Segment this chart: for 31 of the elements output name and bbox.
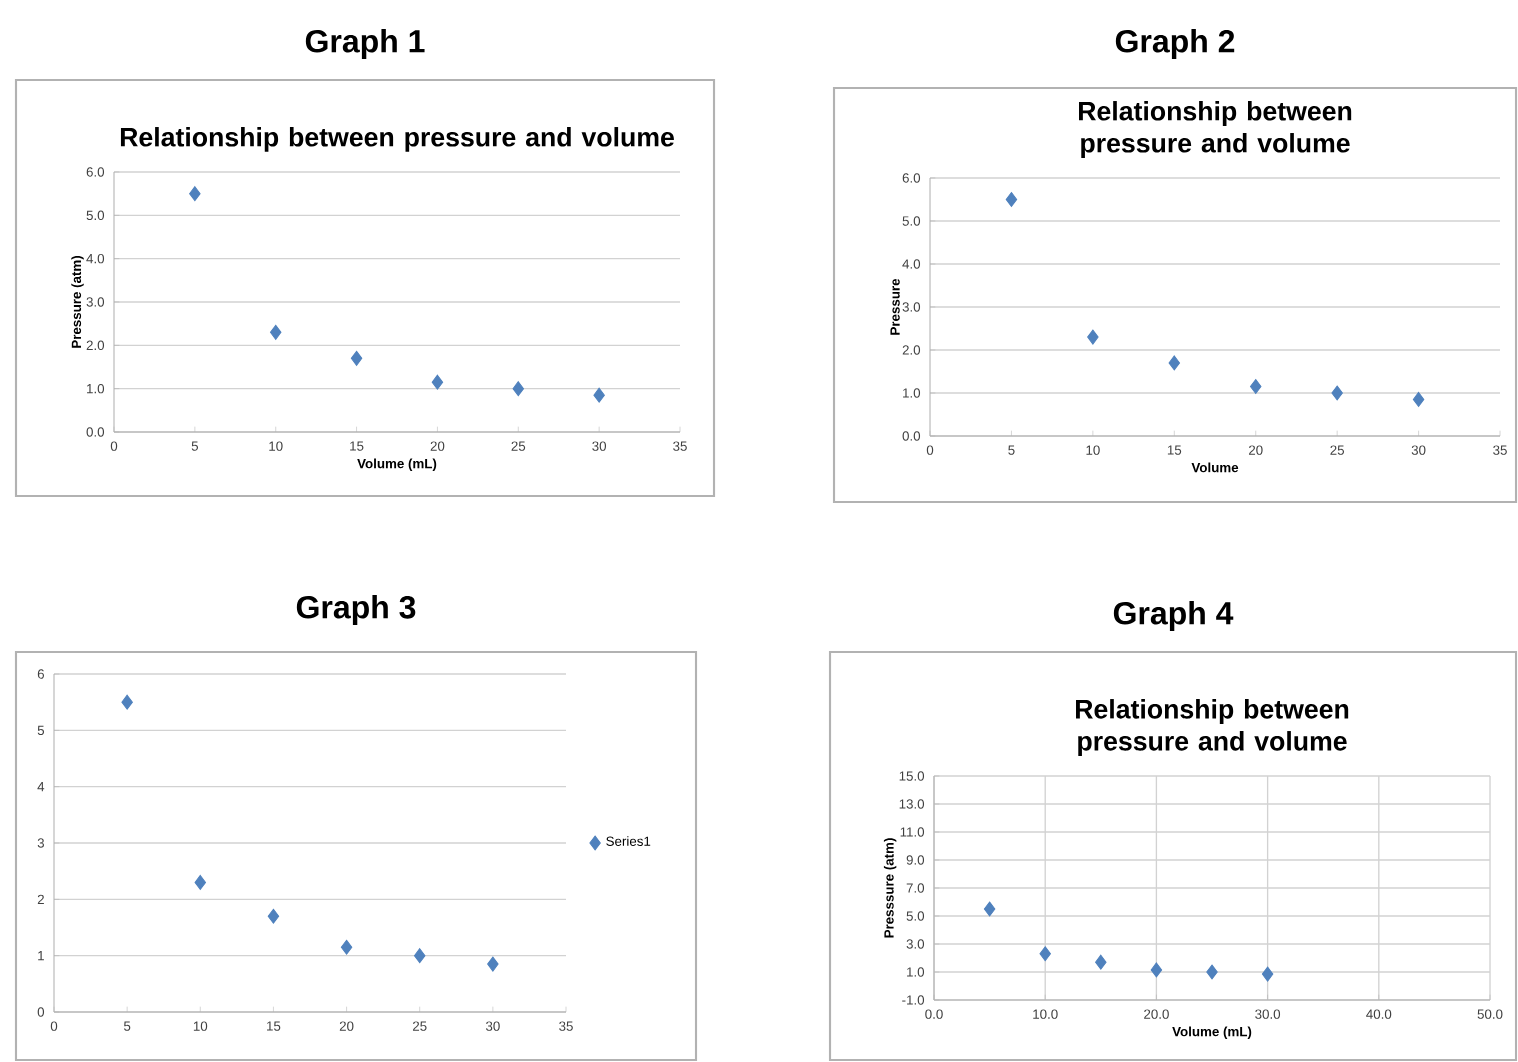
point	[269, 324, 282, 340]
point	[1206, 964, 1218, 980]
point	[487, 956, 499, 972]
point	[1249, 379, 1262, 395]
point	[1168, 355, 1181, 371]
chart-subtitle: Relationship between pressure and volume	[1079, 101, 1352, 158]
point	[1087, 329, 1099, 345]
point	[350, 350, 363, 366]
point	[1261, 966, 1274, 982]
chart-title: Graph 4	[1113, 601, 1234, 631]
chart-subtitle: Relationship between pressure and volume	[120, 127, 674, 152]
chart-title: Graph 2	[1115, 29, 1235, 59]
point	[512, 381, 525, 397]
point	[983, 901, 996, 917]
chart-subtitle: Relationship between pressure and volume	[1076, 699, 1349, 756]
point	[431, 374, 444, 390]
point	[1039, 946, 1051, 962]
chart-title: Graph 3	[296, 595, 416, 625]
point	[593, 387, 605, 403]
point	[1331, 385, 1343, 401]
chart-title: Graph 1	[305, 29, 425, 59]
point	[413, 948, 426, 964]
point	[340, 939, 353, 955]
point	[194, 874, 207, 890]
point	[189, 186, 201, 202]
point	[1095, 954, 1107, 970]
point	[1150, 962, 1163, 978]
point	[121, 694, 133, 710]
point	[267, 908, 280, 924]
point	[1412, 391, 1425, 407]
point	[1005, 192, 1018, 207]
